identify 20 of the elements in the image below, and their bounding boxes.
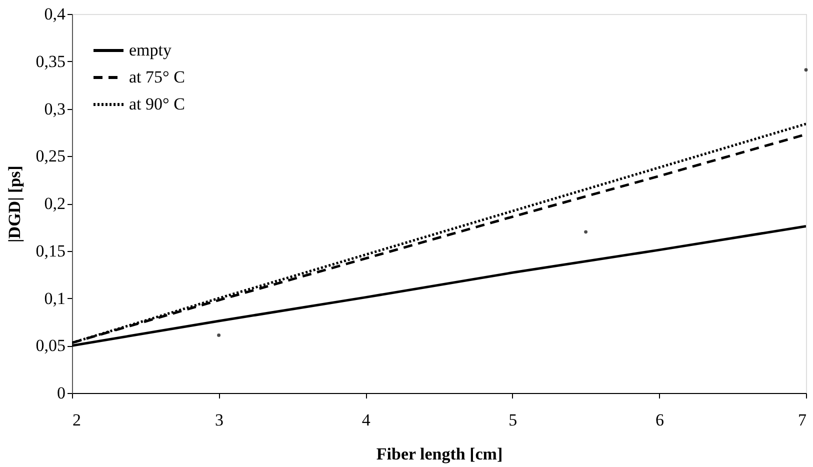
y-tick-label: 0,25 (36, 146, 66, 166)
y-tick-label: 0 (57, 384, 66, 402)
y-tick-label: 0,15 (36, 241, 66, 260)
y-tick-label: 0,1 (44, 288, 66, 308)
x-tick-label: 2 (72, 410, 81, 430)
y-tick-label: 0,3 (44, 99, 66, 118)
legend-label: empty (129, 40, 172, 60)
y-tick-label: 0,2 (44, 194, 66, 213)
y-tick-label: 0,05 (36, 336, 66, 356)
y-axis-title: |DGD| [ps] (4, 166, 24, 242)
x-axis-title: Fiber length [cm] (376, 444, 503, 464)
legend-label: at 75° C (129, 68, 185, 86)
x-tick-label: 6 (655, 410, 664, 430)
x-tick-label: 7 (798, 410, 807, 430)
y-tick-label: 0,4 (44, 4, 66, 24)
x-tick-label: 5 (508, 410, 518, 430)
legend-label: at 90° C (129, 94, 185, 114)
x-tick-label: 3 (215, 410, 224, 430)
y-tick-label: 0,35 (36, 52, 66, 71)
x-tick-label: 4 (362, 410, 371, 430)
